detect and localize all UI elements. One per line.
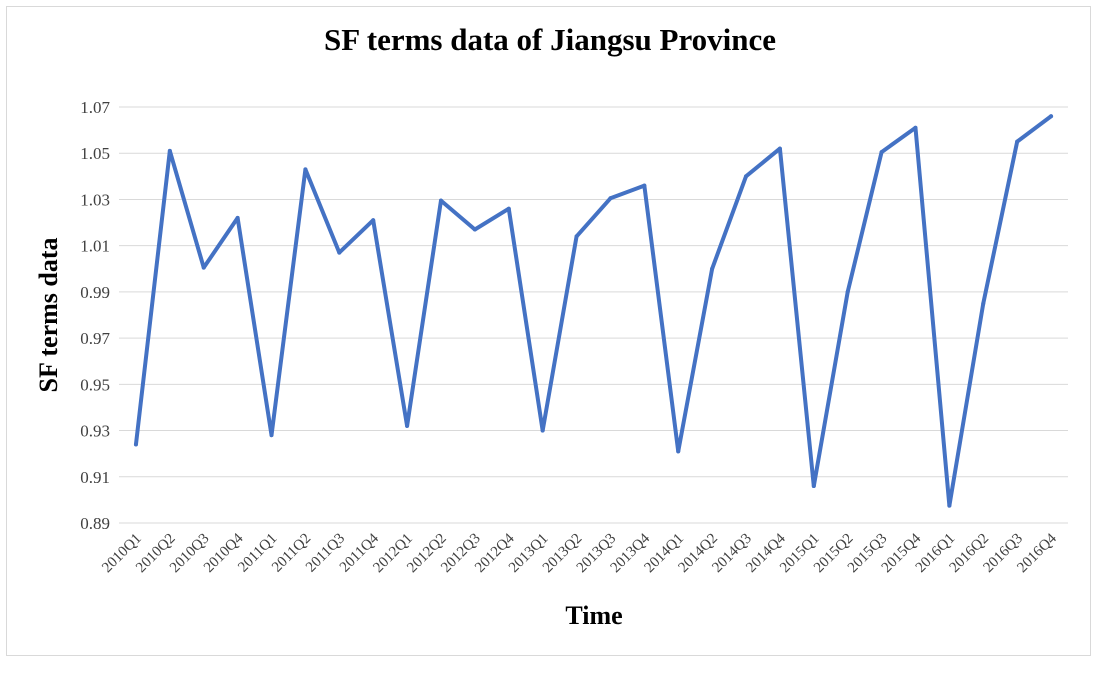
x-axis-ticks: 2010Q12010Q22010Q32010Q42011Q12011Q22011… <box>99 530 1060 576</box>
data-point <box>506 206 511 211</box>
data-point <box>337 250 342 255</box>
y-tick-label: 1.01 <box>80 237 110 256</box>
data-point <box>269 433 274 438</box>
data-point <box>1015 139 1020 144</box>
y-tick-label: 0.89 <box>80 514 110 533</box>
chart-title: SF terms data of Jiangsu Province <box>324 22 776 57</box>
data-point <box>676 449 681 454</box>
y-tick-label: 0.97 <box>80 329 110 348</box>
data-point <box>167 148 172 153</box>
x-tick-label: 2016Q4 <box>1014 530 1060 576</box>
data-point <box>303 167 308 172</box>
data-point <box>608 196 613 201</box>
y-tick-label: 1.03 <box>80 190 110 209</box>
gridlines <box>119 106 1068 524</box>
data-point <box>371 218 376 223</box>
y-tick-label: 0.91 <box>80 468 110 487</box>
data-point <box>879 150 884 155</box>
series-line <box>133 114 1054 508</box>
chart-frame <box>6 6 1091 656</box>
data-point <box>438 198 443 203</box>
data-point <box>981 301 986 306</box>
data-point <box>947 503 952 508</box>
y-axis-ticks: 0.89 0.91 0.93 0.95 0.97 0.99 1.01 1.03 1.05 1.07 <box>80 98 110 533</box>
data-point <box>133 442 138 447</box>
data-point <box>642 183 647 188</box>
data-point <box>710 266 715 271</box>
y-tick-label: 0.93 <box>80 422 110 441</box>
data-point <box>845 289 850 294</box>
y-tick-label: 0.95 <box>80 375 110 394</box>
data-point <box>472 227 477 232</box>
y-tick-label: 1.05 <box>80 144 110 163</box>
data-point <box>405 423 410 428</box>
x-axis-title: Time <box>565 601 622 630</box>
y-axis-title: SF terms data <box>34 237 63 392</box>
data-point <box>235 215 240 220</box>
y-tick-label: 1.07 <box>80 98 110 117</box>
data-point <box>201 265 206 270</box>
y-tick-label: 0.99 <box>80 283 110 302</box>
data-point <box>777 146 782 151</box>
data-point <box>811 484 816 489</box>
data-point <box>1049 114 1054 119</box>
data-point <box>574 234 579 239</box>
data-point <box>744 174 749 179</box>
data-point <box>913 125 918 130</box>
series-line-group <box>133 114 1054 508</box>
data-point <box>540 428 545 433</box>
